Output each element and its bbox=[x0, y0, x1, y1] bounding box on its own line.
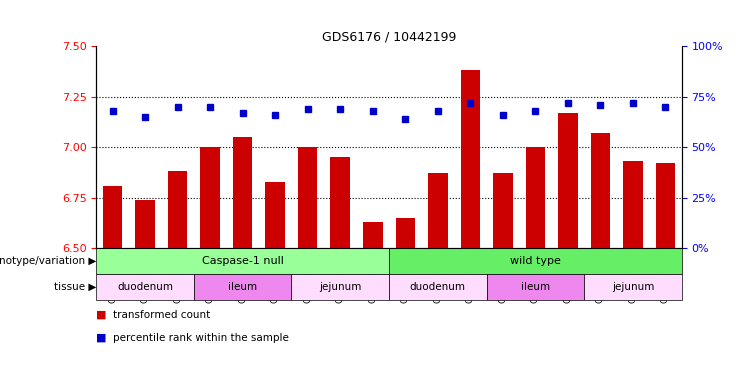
Bar bbox=[233, 137, 253, 248]
Bar bbox=[396, 218, 415, 248]
Bar bbox=[389, 274, 487, 300]
Bar bbox=[493, 174, 513, 248]
Bar bbox=[298, 147, 317, 248]
Bar bbox=[103, 185, 122, 248]
Text: tissue ▶: tissue ▶ bbox=[54, 282, 96, 292]
Bar bbox=[363, 222, 382, 248]
Text: ■: ■ bbox=[96, 333, 107, 343]
Bar bbox=[584, 274, 682, 300]
Bar bbox=[461, 70, 480, 248]
Text: duodenum: duodenum bbox=[410, 282, 466, 292]
Text: ■: ■ bbox=[96, 310, 107, 320]
Text: Caspase-1 null: Caspase-1 null bbox=[202, 256, 284, 266]
Bar bbox=[96, 274, 194, 300]
Text: ileum: ileum bbox=[228, 282, 257, 292]
Bar bbox=[265, 182, 285, 248]
Text: transformed count: transformed count bbox=[113, 310, 210, 320]
Bar bbox=[96, 248, 389, 274]
Text: duodenum: duodenum bbox=[117, 282, 173, 292]
Bar bbox=[656, 163, 675, 248]
Bar bbox=[200, 147, 220, 248]
Title: GDS6176 / 10442199: GDS6176 / 10442199 bbox=[322, 30, 456, 43]
Bar bbox=[591, 133, 610, 248]
Bar bbox=[389, 248, 682, 274]
Bar bbox=[136, 200, 155, 248]
Bar bbox=[194, 274, 291, 300]
Text: genotype/variation ▶: genotype/variation ▶ bbox=[0, 256, 96, 266]
Bar bbox=[525, 147, 545, 248]
Bar bbox=[168, 171, 187, 248]
Bar bbox=[558, 113, 578, 248]
Text: jejunum: jejunum bbox=[612, 282, 654, 292]
Bar bbox=[487, 274, 584, 300]
Text: ileum: ileum bbox=[521, 282, 550, 292]
Bar bbox=[330, 157, 350, 248]
Text: jejunum: jejunum bbox=[319, 282, 362, 292]
Bar bbox=[428, 174, 448, 248]
Bar bbox=[623, 161, 642, 248]
Bar bbox=[291, 274, 389, 300]
Text: percentile rank within the sample: percentile rank within the sample bbox=[113, 333, 288, 343]
Text: wild type: wild type bbox=[510, 256, 561, 266]
